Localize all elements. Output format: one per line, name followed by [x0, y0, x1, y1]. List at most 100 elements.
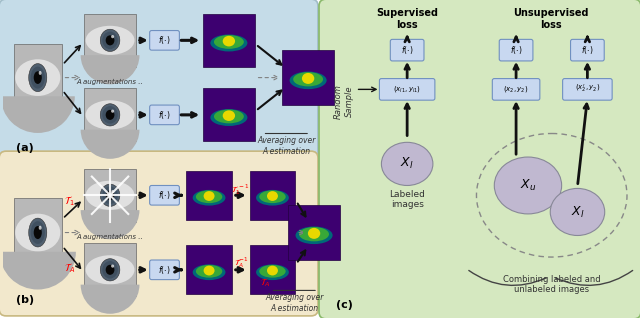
Ellipse shape — [299, 227, 329, 241]
Ellipse shape — [106, 190, 115, 200]
Ellipse shape — [106, 110, 115, 120]
Text: $f(\cdot)$: $f(\cdot)$ — [510, 44, 522, 56]
Ellipse shape — [29, 218, 47, 247]
Text: Combining labeled and
unlabeled images: Combining labeled and unlabeled images — [503, 275, 600, 294]
FancyBboxPatch shape — [150, 260, 179, 280]
Wedge shape — [81, 55, 140, 84]
Ellipse shape — [289, 72, 326, 89]
Wedge shape — [81, 130, 140, 159]
Ellipse shape — [34, 71, 42, 84]
Text: $f(\cdot)$: $f(\cdot)$ — [158, 189, 171, 201]
Bar — [186, 245, 232, 294]
Ellipse shape — [100, 29, 120, 52]
Ellipse shape — [86, 181, 134, 210]
Wedge shape — [1, 96, 75, 133]
Text: (b): (b) — [16, 295, 34, 305]
Ellipse shape — [31, 66, 45, 89]
Bar — [288, 205, 340, 260]
Ellipse shape — [86, 100, 134, 129]
Ellipse shape — [102, 31, 118, 49]
Text: $\mathcal{T}_1^{\ -1}$: $\mathcal{T}_1^{\ -1}$ — [232, 182, 250, 197]
FancyBboxPatch shape — [563, 79, 612, 100]
Ellipse shape — [106, 35, 115, 45]
Bar — [84, 14, 136, 67]
Text: (a): (a) — [16, 143, 34, 153]
Text: $\mathcal{T}_1$: $\mathcal{T}_1$ — [64, 194, 75, 208]
Text: (c): (c) — [337, 300, 353, 310]
Ellipse shape — [256, 190, 289, 205]
Ellipse shape — [106, 265, 115, 275]
Ellipse shape — [293, 72, 323, 86]
Bar — [186, 171, 232, 220]
Ellipse shape — [15, 214, 60, 252]
FancyBboxPatch shape — [150, 185, 179, 205]
Bar — [84, 88, 136, 141]
Ellipse shape — [308, 228, 320, 239]
Text: $f(\cdot)$: $f(\cdot)$ — [158, 34, 171, 46]
Text: $\mathcal{T}_A^{-1}$: $\mathcal{T}_A^{-1}$ — [234, 255, 248, 270]
Ellipse shape — [550, 189, 605, 236]
Text: $(x_{l1}, y_{l1})$: $(x_{l1}, y_{l1})$ — [393, 84, 421, 94]
Text: $(x_2', y_2)$: $(x_2', y_2)$ — [575, 83, 600, 95]
FancyBboxPatch shape — [380, 79, 435, 100]
FancyBboxPatch shape — [150, 105, 179, 125]
Text: $f(\cdot)$: $f(\cdot)$ — [581, 44, 593, 56]
Ellipse shape — [193, 265, 225, 280]
Text: $\mathcal{T}_A$: $\mathcal{T}_A$ — [260, 276, 271, 289]
Text: Averaging over
A estimation: Averaging over A estimation — [265, 293, 323, 313]
Bar — [250, 171, 295, 220]
Ellipse shape — [86, 255, 134, 284]
Ellipse shape — [38, 226, 42, 230]
Text: A augmentations ..: A augmentations .. — [77, 233, 143, 239]
Ellipse shape — [214, 35, 244, 49]
Ellipse shape — [111, 265, 114, 268]
Ellipse shape — [204, 266, 214, 275]
Ellipse shape — [267, 266, 278, 275]
Ellipse shape — [86, 26, 134, 55]
FancyBboxPatch shape — [319, 0, 640, 318]
FancyBboxPatch shape — [0, 0, 318, 160]
Text: $f(\cdot)$: $f(\cdot)$ — [158, 109, 171, 121]
Ellipse shape — [102, 106, 118, 124]
Ellipse shape — [259, 265, 285, 278]
Ellipse shape — [256, 265, 289, 280]
Ellipse shape — [296, 226, 333, 244]
Text: Averaging over
A estimation: Averaging over A estimation — [257, 136, 316, 156]
FancyBboxPatch shape — [499, 39, 533, 61]
FancyBboxPatch shape — [390, 39, 424, 61]
Ellipse shape — [204, 191, 214, 201]
Ellipse shape — [111, 190, 114, 193]
Ellipse shape — [34, 226, 42, 239]
Ellipse shape — [214, 110, 244, 123]
Text: $\mathcal{T}_A$: $\mathcal{T}_A$ — [64, 261, 75, 275]
Text: Random
Sample: Random Sample — [334, 84, 353, 119]
Bar — [282, 50, 334, 105]
FancyBboxPatch shape — [150, 31, 179, 50]
Ellipse shape — [259, 190, 285, 203]
Bar — [84, 169, 136, 222]
Ellipse shape — [223, 110, 235, 121]
Ellipse shape — [193, 190, 225, 205]
Text: Supervised
loss: Supervised loss — [376, 8, 438, 30]
Ellipse shape — [196, 190, 222, 203]
Ellipse shape — [223, 36, 235, 46]
FancyBboxPatch shape — [492, 79, 540, 100]
Text: $f(\cdot)$: $f(\cdot)$ — [401, 44, 413, 56]
Ellipse shape — [31, 221, 45, 244]
Text: A augmentations ..: A augmentations .. — [77, 79, 143, 85]
FancyBboxPatch shape — [0, 151, 318, 316]
Ellipse shape — [211, 35, 248, 52]
Bar — [203, 14, 255, 67]
Text: $f(\cdot)$: $f(\cdot)$ — [158, 264, 171, 276]
Ellipse shape — [100, 184, 120, 206]
Bar — [203, 88, 255, 141]
Text: $X_u$: $X_u$ — [520, 178, 536, 193]
Ellipse shape — [100, 104, 120, 126]
Text: Unsupervised
loss: Unsupervised loss — [513, 8, 589, 30]
Ellipse shape — [100, 259, 120, 281]
Bar — [84, 243, 136, 296]
Ellipse shape — [381, 142, 433, 185]
Ellipse shape — [302, 73, 314, 84]
Wedge shape — [81, 285, 140, 314]
FancyBboxPatch shape — [570, 39, 604, 61]
